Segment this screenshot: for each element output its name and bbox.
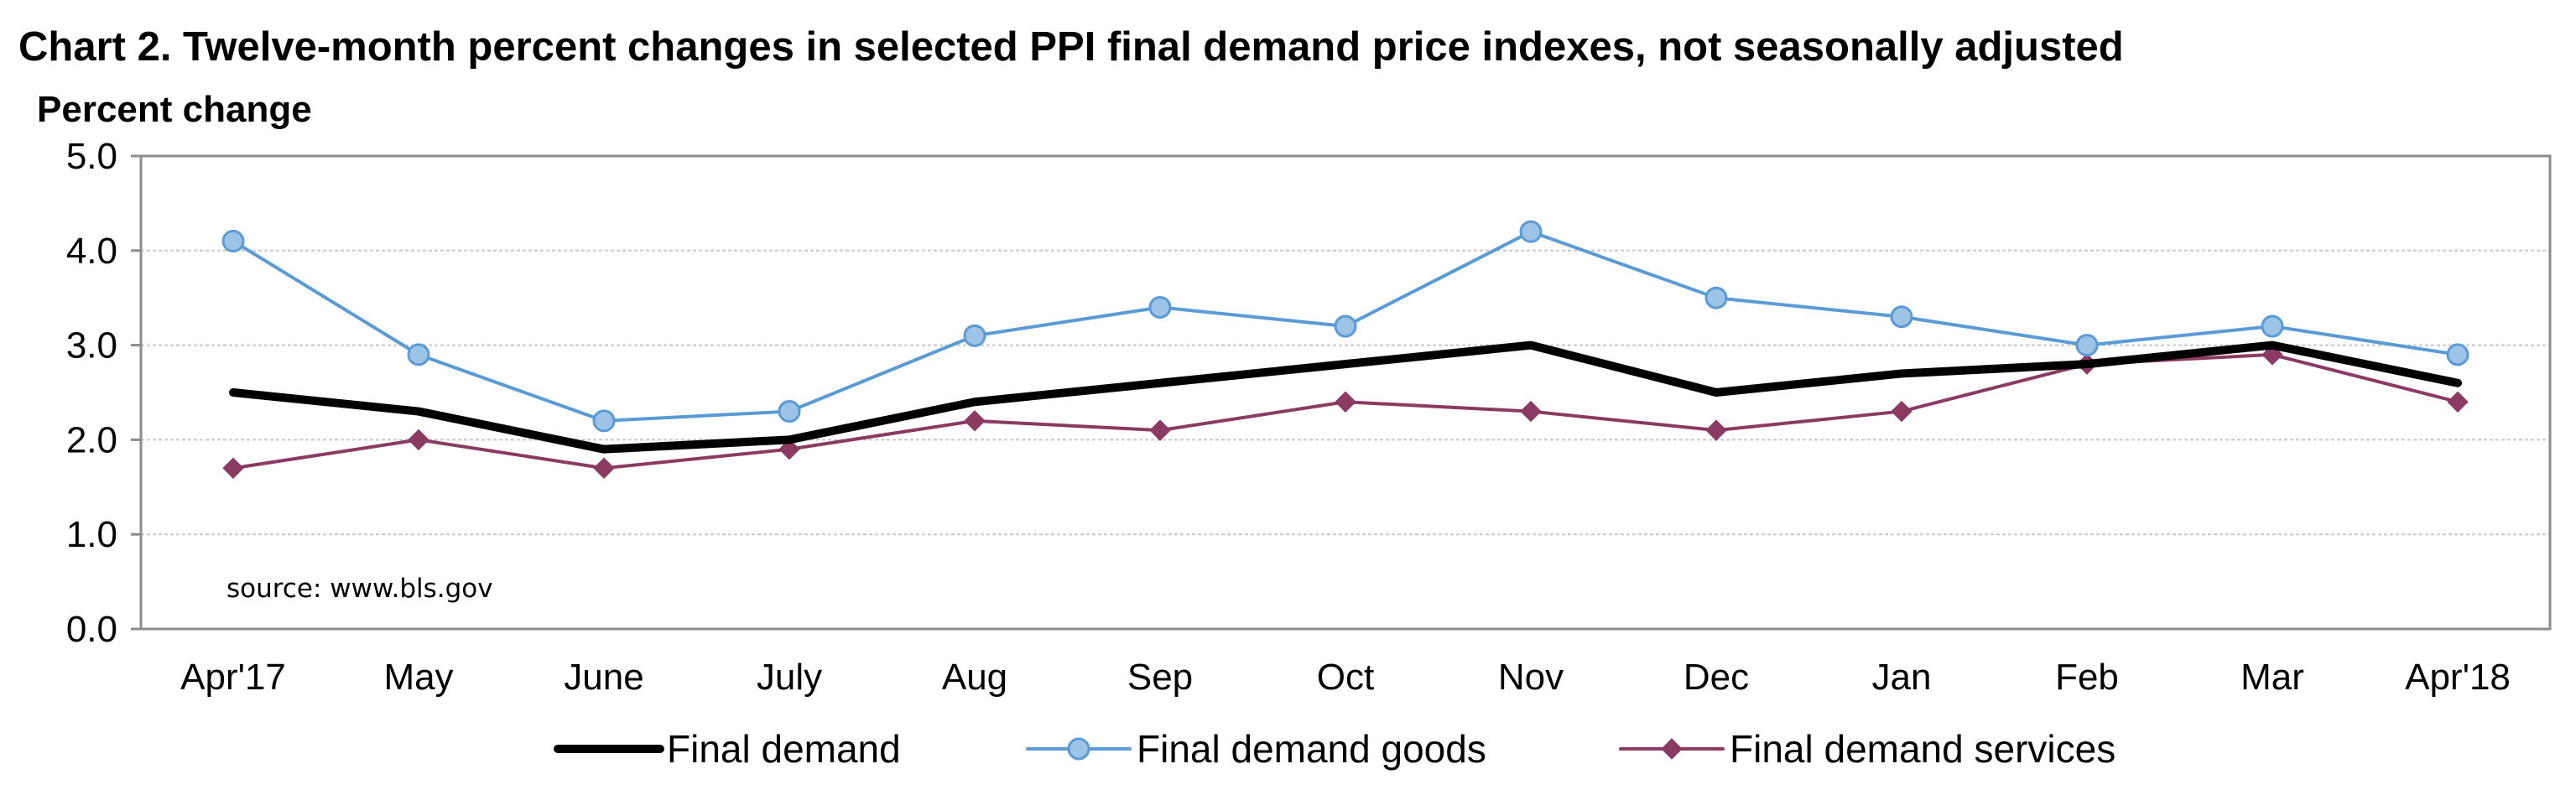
data-point [1890,305,1913,329]
legend-marker [1067,737,1090,761]
data-point [1519,220,1543,243]
y-tick-label: 0.0 [66,609,117,650]
data-point [1520,400,1542,423]
y-tick-label: 3.0 [66,325,117,366]
x-tick-label: May [383,657,453,698]
data-point [2446,343,2469,366]
x-tick-label: Feb [2055,657,2119,698]
data-point [222,457,244,479]
legend-label: Final demand services [1730,727,2115,771]
data-point [1704,286,1728,309]
x-tick-label: Dec [1684,657,1749,698]
x-tick-label: June [564,657,643,698]
data-point [1705,419,1727,441]
legend-marker [1661,738,1683,760]
chart-title: Chart 2. Twelve-month percent changes in… [18,24,2124,70]
y-tick-label: 1.0 [66,514,117,555]
data-point [1148,295,1172,319]
plot-area-frame [139,154,2552,631]
x-tick-label: Oct [1317,657,1374,698]
data-point [1335,391,1356,413]
y-tick-label: 2.0 [66,419,117,460]
data-point [1334,314,1357,338]
data-point [1149,419,1171,441]
legend-label: Final demand [667,727,901,771]
series-final-demand [229,340,2462,454]
data-point [221,230,245,253]
legend-item: Final demand goods [1026,727,1486,771]
series-final-demand-goods [221,220,2469,433]
data-point [408,429,429,451]
y-tick-label: 4.0 [66,231,117,272]
legend-item: Final demand services [1619,727,2115,771]
series-line [229,340,2462,454]
data-point [2075,334,2099,357]
x-tick-label: Apr'17 [180,657,286,698]
x-tick-label: Sep [1127,657,1193,698]
legend: Final demand Final demand goods Final dema… [554,727,2115,771]
legend-label: Final demand goods [1137,727,1486,771]
x-tick-label: Aug [942,657,1007,698]
data-point [778,400,801,423]
axes: 0.0 1.0 2.0 3.0 4.0 5.0 Apr'17 May June July Aug Se… [66,136,2511,698]
x-tick-label: Jan [1872,657,1932,698]
legend-item: Final demand [554,727,901,771]
data-point [593,457,615,479]
x-tick-label: Mar [2240,657,2304,698]
data-point [1891,400,1912,423]
data-point [407,343,430,366]
data-point [963,324,986,347]
data-point [964,410,986,432]
x-tick-label: Nov [1498,657,1564,698]
y-axis-title: Percent change [37,89,312,130]
data-point [592,409,616,433]
source-annotation: source: www.bls.gov [226,574,493,604]
y-tick-label: 5.0 [66,136,117,177]
data-point [2261,314,2284,338]
data-point [2447,391,2469,413]
x-tick-label: Apr'18 [2405,657,2511,698]
x-tick-label: July [757,657,822,698]
series-layer [221,220,2469,479]
